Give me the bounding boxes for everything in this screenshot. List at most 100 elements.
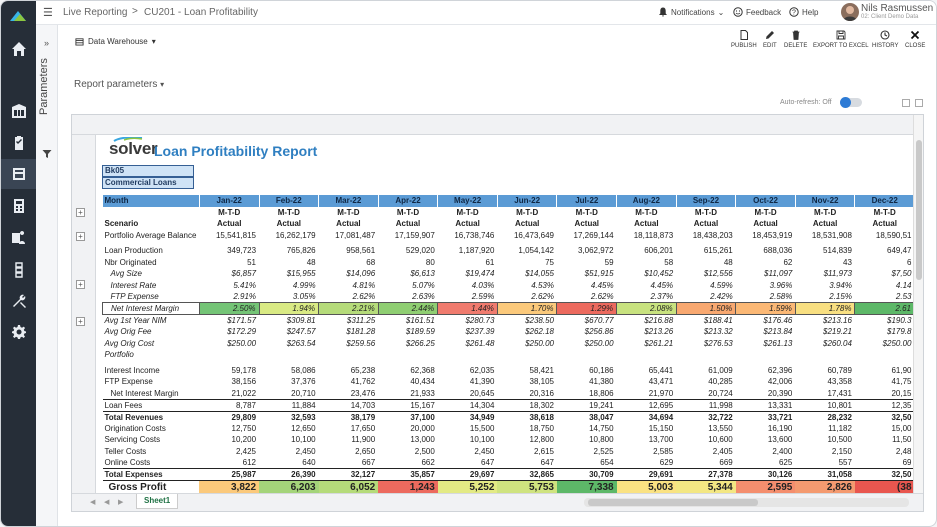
feedback-button[interactable]: Feedback (733, 7, 781, 17)
table-cell[interactable]: 16,190 (767, 423, 793, 433)
table-cell[interactable]: M-T-D (575, 207, 598, 217)
table-cell[interactable]: Jul-22 (556, 195, 618, 207)
table-cell[interactable]: 12,35 (854, 399, 915, 412)
table-cell[interactable]: $213.32 (703, 327, 733, 337)
table-cell[interactable]: $219.21 (823, 327, 852, 337)
history-button[interactable]: HISTORY (872, 30, 898, 49)
table-cell[interactable]: 60,789 (827, 365, 852, 375)
table-cell[interactable]: 33,721 (735, 410, 796, 423)
table-cell[interactable]: 4.99% (292, 280, 316, 290)
table-cell[interactable]: 1.44% (437, 302, 498, 315)
table-cell[interactable]: 60,186 (589, 365, 614, 375)
table-cell[interactable]: 5,003 (616, 480, 677, 493)
table-cell[interactable]: 4.59% (710, 280, 733, 290)
table-cell[interactable]: $14,055 (525, 269, 554, 279)
table-cell[interactable] (319, 349, 379, 361)
spreadsheet[interactable]: + + + + solver Loan Profitability Report… (71, 114, 924, 512)
table-cell[interactable]: M-T-D (516, 207, 539, 217)
table-cell[interactable]: 10,100 (469, 435, 495, 445)
table-cell[interactable]: Actual (812, 219, 838, 229)
table-cell[interactable]: Apr-22 (378, 195, 439, 207)
table-cell[interactable]: 2.61 (854, 302, 915, 315)
clipboard-icon[interactable] (1, 128, 36, 158)
row-label[interactable]: FTP Expense (104, 377, 153, 387)
row-label[interactable]: Portfolio (104, 350, 134, 360)
table-cell[interactable]: 17,081,487 (335, 230, 376, 240)
table-cell[interactable]: 1,243 (378, 480, 438, 493)
table-cell[interactable]: $266.25 (405, 338, 435, 348)
row-label[interactable]: Teller Costs (104, 446, 147, 456)
table-cell[interactable]: 30,126 (735, 468, 796, 481)
table-cell[interactable]: $190.3 (887, 316, 912, 325)
table-cell[interactable]: 30,709 (556, 468, 617, 481)
home-icon[interactable] (1, 34, 36, 64)
table-cell[interactable]: 18,806 (556, 387, 617, 400)
table-cell[interactable]: 4.14 (895, 280, 912, 290)
table-cell[interactable]: $213.26 (644, 327, 674, 337)
row-label[interactable]: Scenario (104, 219, 139, 229)
row-label[interactable]: Nbr Originated (104, 257, 157, 267)
scroll-thumb[interactable] (588, 499, 758, 506)
table-cell[interactable]: 65,441 (648, 365, 674, 375)
table-cell[interactable]: 13,331 (735, 399, 796, 412)
table-cell[interactable]: 18,531,908 (811, 230, 852, 240)
table-cell[interactable]: 6 (907, 257, 912, 267)
table-cell[interactable]: 2,500 (414, 446, 435, 456)
fullscreen-icon[interactable] (915, 99, 923, 107)
table-cell[interactable]: 20,316 (497, 387, 557, 400)
table-cell[interactable]: M-T-D (873, 207, 896, 217)
table-cell[interactable]: 26,390 (259, 468, 319, 481)
delete-button[interactable]: DELETE (784, 30, 807, 49)
row-label[interactable]: Online Costs (102, 457, 200, 469)
table-cell[interactable]: 3.96% (769, 280, 793, 290)
row-label[interactable]: Interest Rate (110, 280, 157, 290)
table-cell[interactable]: 62,368 (410, 365, 435, 375)
table-cell[interactable]: $250.00 (584, 338, 614, 348)
table-cell[interactable]: 2.37% (650, 292, 674, 301)
table-cell[interactable]: 5.07% (412, 280, 435, 290)
table-cell[interactable]: 2.62% (590, 292, 614, 301)
table-cell[interactable]: 21,933 (378, 387, 438, 400)
table-cell[interactable]: $181.28 (346, 327, 376, 337)
table-cell[interactable]: Nov-22 (795, 195, 856, 207)
table-cell[interactable]: 20,710 (259, 387, 319, 400)
table-cell[interactable]: $260.04 (823, 338, 852, 348)
table-cell[interactable]: 20,724 (676, 387, 736, 400)
solver-logo-icon[interactable] (9, 8, 27, 22)
table-cell[interactable]: 12,650 (291, 423, 316, 433)
row-label[interactable]: Net Interest Margin (102, 302, 200, 315)
table-cell[interactable]: 42,006 (767, 377, 793, 387)
table-cell[interactable]: Feb-22 (259, 195, 320, 207)
first-sheet-icon[interactable]: ◀ (90, 499, 96, 506)
table-cell[interactable]: 32,865 (497, 468, 557, 481)
table-cell[interactable]: $261.48 (465, 338, 495, 348)
table-cell[interactable]: Mar-22 (318, 195, 379, 207)
table-cell[interactable]: 38,105 (529, 377, 554, 387)
table-cell[interactable]: Actual (514, 219, 540, 229)
table-cell[interactable]: 35,857 (378, 468, 438, 481)
table-cell[interactable]: 18,118,873 (633, 230, 674, 240)
table-cell[interactable]: 13,700 (648, 435, 674, 445)
table-cell[interactable]: 1.78% (794, 302, 856, 315)
table-cell[interactable]: 21,970 (616, 387, 677, 400)
table-cell[interactable]: Dec-22 (854, 195, 915, 207)
table-cell[interactable]: $216.88 (644, 316, 674, 325)
table-cell[interactable]: 32,127 (318, 468, 379, 481)
table-cell[interactable]: 615,261 (703, 246, 733, 256)
table-cell[interactable]: 11,884 (259, 399, 319, 412)
reports-icon[interactable] (1, 159, 36, 189)
table-cell[interactable]: Oct-22 (735, 195, 796, 207)
table-cell[interactable] (736, 349, 796, 361)
table-cell[interactable]: 43 (843, 257, 852, 267)
table-cell[interactable]: 349,723 (227, 246, 257, 256)
table-cell[interactable]: 5,753 (497, 480, 557, 493)
table-cell[interactable]: 2.63% (412, 292, 435, 301)
table-cell[interactable]: 2.15% (829, 292, 852, 301)
table-cell[interactable]: 4.45% (650, 280, 674, 290)
table-cell[interactable]: 2.59% (471, 292, 495, 301)
table-cell[interactable]: 32,722 (676, 410, 736, 423)
avatar[interactable] (841, 3, 859, 21)
table-cell[interactable]: 2.53 (895, 292, 912, 301)
table-cell[interactable]: 10,600 (708, 435, 733, 445)
table-cell[interactable]: 40,434 (410, 377, 435, 387)
